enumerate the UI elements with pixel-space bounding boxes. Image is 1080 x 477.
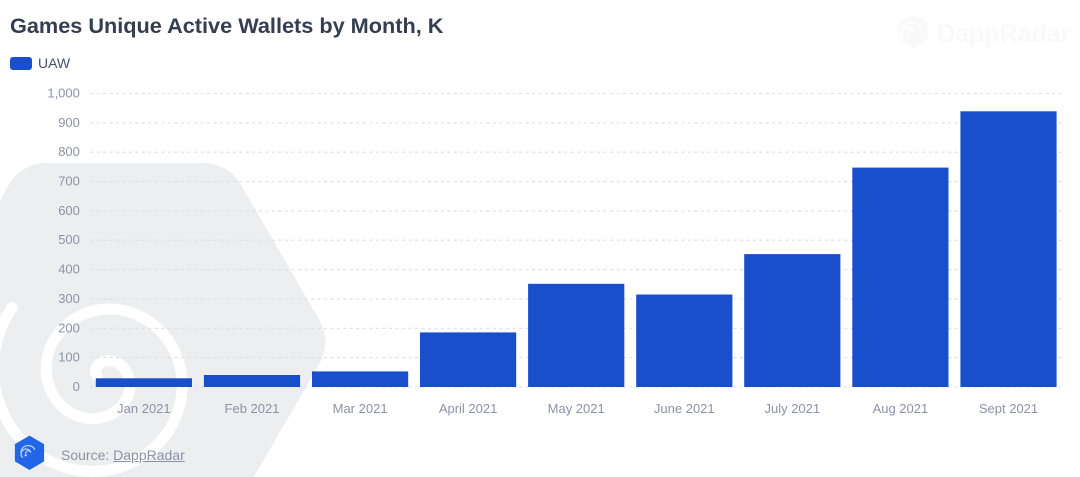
svg-text:0: 0 [73, 379, 80, 394]
svg-text:Aug 2021: Aug 2021 [873, 401, 929, 416]
svg-text:800: 800 [58, 144, 80, 159]
svg-text:400: 400 [58, 262, 80, 277]
svg-text:200: 200 [58, 320, 80, 335]
svg-text:Jan 2021: Jan 2021 [117, 401, 171, 416]
svg-text:April 2021: April 2021 [439, 401, 498, 416]
svg-text:Sept 2021: Sept 2021 [979, 401, 1038, 416]
svg-text:100: 100 [58, 350, 80, 365]
svg-text:June 2021: June 2021 [654, 401, 715, 416]
svg-text:May 2021: May 2021 [548, 401, 605, 416]
svg-text:700: 700 [58, 174, 80, 189]
svg-text:1,000: 1,000 [47, 86, 80, 101]
svg-text:900: 900 [58, 115, 80, 130]
svg-text:300: 300 [58, 291, 80, 306]
svg-text:Feb 2021: Feb 2021 [225, 401, 280, 416]
svg-text:July 2021: July 2021 [764, 401, 820, 416]
svg-text:Mar 2021: Mar 2021 [333, 401, 388, 416]
svg-text:500: 500 [58, 232, 80, 247]
svg-text:600: 600 [58, 203, 80, 218]
